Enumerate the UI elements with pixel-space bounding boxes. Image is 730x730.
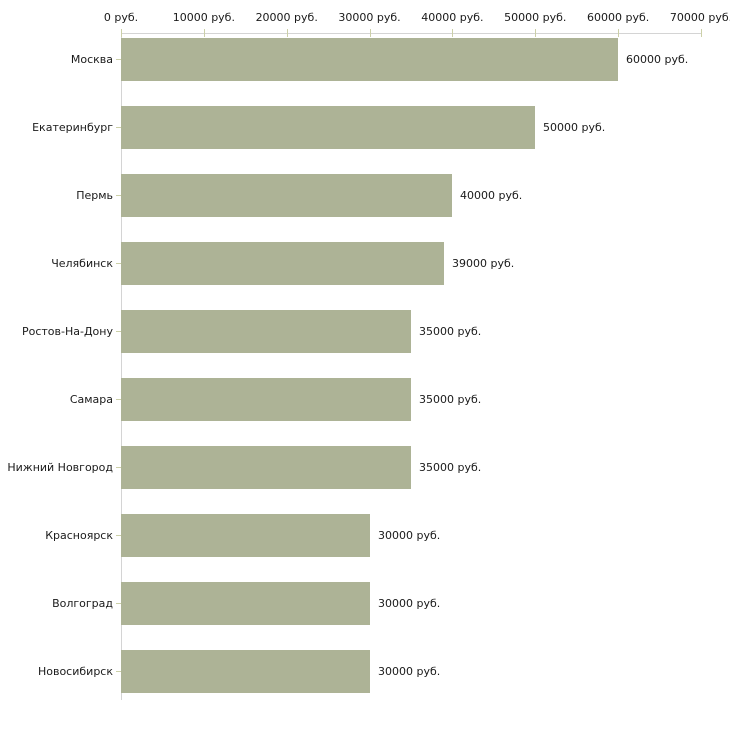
y-tick-mark: [116, 263, 121, 264]
value-label: 35000 руб.: [419, 393, 482, 406]
bar[interactable]: [121, 106, 535, 149]
y-tick-mark: [116, 59, 121, 60]
x-tick-mark: [369, 29, 371, 37]
x-tick-mark: [618, 29, 620, 37]
chart-row: Волгоград 30000 руб.: [0, 582, 730, 625]
y-tick-mark: [116, 671, 121, 672]
bar[interactable]: [121, 378, 411, 421]
y-tick-mark: [116, 467, 121, 468]
chart-row: Екатеринбург 50000 руб.: [0, 106, 730, 149]
chart-row: Челябинск 39000 руб.: [0, 242, 730, 285]
chart-row: Москва 60000 руб.: [0, 38, 730, 81]
value-label: 30000 руб.: [378, 597, 441, 610]
y-tick-mark: [116, 127, 121, 128]
y-axis-line: [121, 33, 122, 700]
category-label: Нижний Новгород: [7, 461, 113, 474]
value-label: 50000 руб.: [543, 121, 606, 134]
y-tick-mark: [116, 603, 121, 604]
bar[interactable]: [121, 582, 370, 625]
x-tick-label: 60000 руб.: [587, 11, 650, 24]
bar[interactable]: [121, 310, 411, 353]
x-tick-mark: [452, 29, 454, 37]
category-label: Пермь: [76, 189, 113, 202]
x-tick-mark: [701, 29, 702, 37]
value-label: 35000 руб.: [419, 325, 482, 338]
bar[interactable]: [121, 38, 618, 81]
category-label: Москва: [70, 53, 113, 66]
chart-row: Пермь 40000 руб.: [0, 174, 730, 217]
x-axis-line: [121, 33, 702, 34]
x-tick-label: 10000 руб.: [172, 11, 235, 24]
x-tick-label: 20000 руб.: [255, 11, 318, 24]
y-tick-mark: [116, 331, 121, 332]
value-label: 30000 руб.: [378, 529, 441, 542]
bar[interactable]: [121, 650, 370, 693]
x-tick-label: 50000 руб.: [504, 11, 567, 24]
x-tick-mark: [535, 29, 537, 37]
category-label: Волгоград: [52, 597, 113, 610]
chart-row: Новосибирск 30000 руб.: [0, 650, 730, 693]
bar[interactable]: [121, 514, 370, 557]
category-label: Ростов-На-Дону: [21, 325, 113, 338]
y-tick-mark: [116, 535, 121, 536]
category-label: Екатеринбург: [32, 121, 113, 134]
y-tick-mark: [116, 195, 121, 196]
chart-row: Красноярск 30000 руб.: [0, 514, 730, 557]
category-label: Челябинск: [51, 257, 113, 270]
category-label: Новосибирск: [37, 665, 113, 678]
value-label: 60000 руб.: [626, 53, 689, 66]
bar[interactable]: [121, 174, 452, 217]
chart-row: Самара 35000 руб.: [0, 378, 730, 421]
value-label: 40000 руб.: [460, 189, 523, 202]
x-tick-mark: [203, 29, 205, 37]
x-tick-label: 0 руб.: [103, 11, 139, 24]
value-label: 35000 руб.: [419, 461, 482, 474]
chart-row: Нижний Новгород 35000 руб.: [0, 446, 730, 489]
x-tick-label: 70000 руб.: [669, 11, 730, 24]
category-label: Самара: [69, 393, 113, 406]
bar[interactable]: [121, 242, 444, 285]
x-tick-label: 40000 руб.: [421, 11, 484, 24]
value-label: 39000 руб.: [452, 257, 515, 270]
category-label: Красноярск: [45, 529, 113, 542]
y-tick-mark: [116, 399, 121, 400]
bar[interactable]: [121, 446, 411, 489]
x-tick-mark: [121, 29, 122, 37]
x-tick-mark: [286, 29, 288, 37]
value-label: 30000 руб.: [378, 665, 441, 678]
x-tick-label: 30000 руб.: [338, 11, 401, 24]
chart-row: Ростов-На-Дону 35000 руб.: [0, 310, 730, 353]
